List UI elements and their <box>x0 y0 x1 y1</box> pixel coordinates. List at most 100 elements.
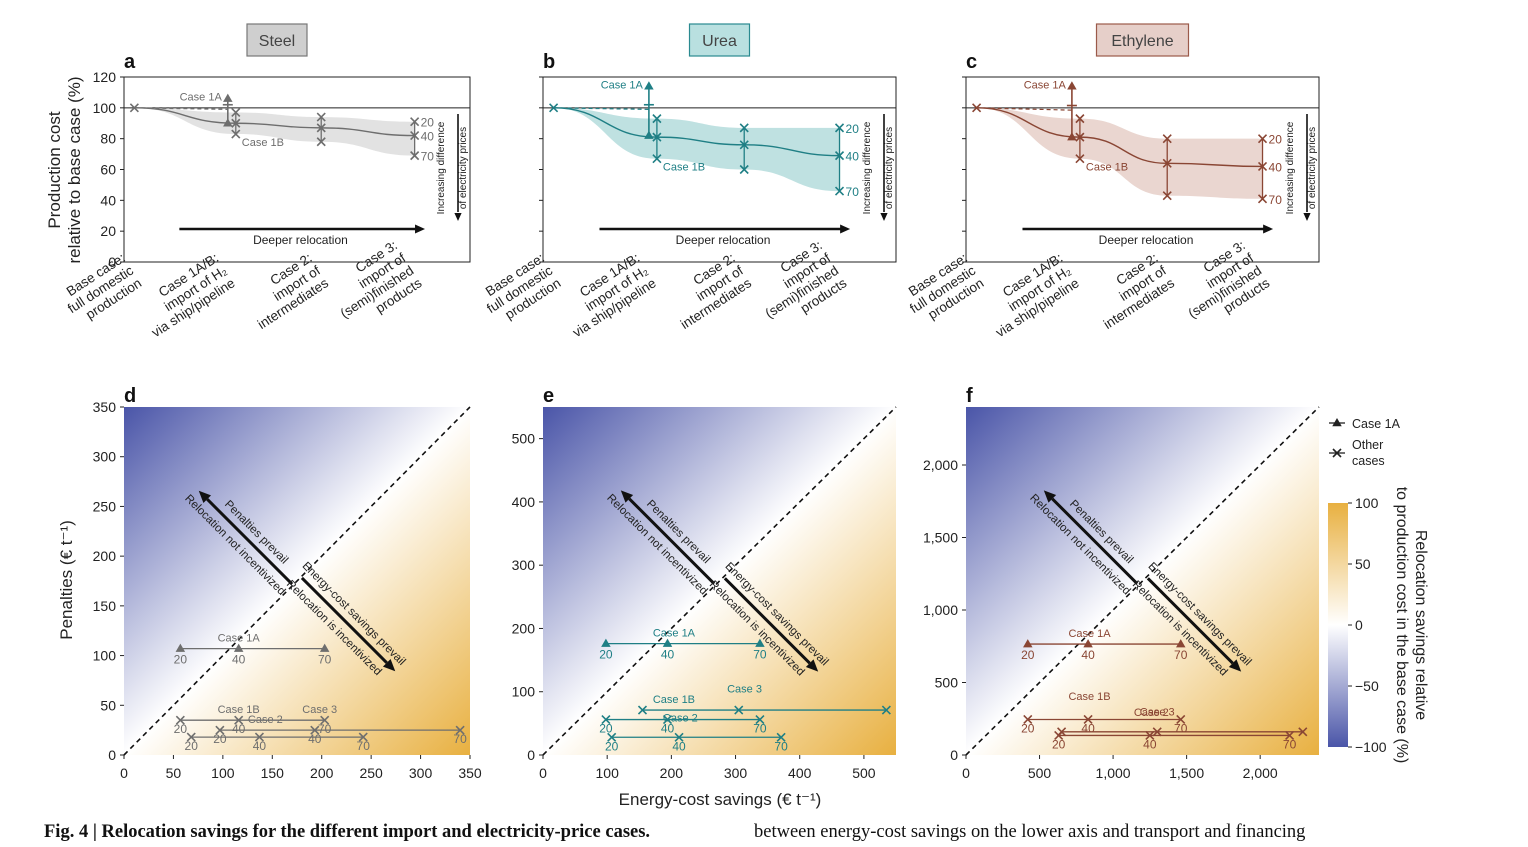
legend-other-marker-b <box>1332 448 1342 458</box>
series-point-d-1-1 <box>234 715 244 725</box>
electricity-label-line1-b: Increasing difference <box>862 121 873 214</box>
series-point-d-2-2-b <box>455 725 465 735</box>
series-point-f-1-0-b <box>1023 714 1033 725</box>
scatter-ytick-label-f-3: 1,500 <box>923 530 958 546</box>
series-point-e-2-2-b <box>881 705 891 715</box>
scatter-xtick-label-e-1: 100 <box>596 765 620 781</box>
scatter-ytick-label-e-5: 500 <box>512 431 536 447</box>
series-point-e-0-0 <box>601 638 611 647</box>
series-point-d-3-2-b <box>358 732 368 742</box>
series-point-e-3-0-b <box>607 732 617 742</box>
series-price-label-f-3-1: 40 <box>1143 737 1157 751</box>
series-price-label-e-3-1: 40 <box>672 739 686 753</box>
scatter-ytick-label-f-0: 0 <box>950 747 958 763</box>
marker-2-1-a-b <box>316 123 326 133</box>
marker-2-2-b <box>739 164 749 175</box>
dashed-1a-a <box>134 107 228 110</box>
marker-2-2-b-b <box>739 164 749 175</box>
series-point-f-3-1-b <box>1145 730 1155 740</box>
case1b-label-b: Case 1B <box>663 162 705 174</box>
scatter-xtick-label-d-6: 300 <box>409 765 433 781</box>
marker-1b-1-c <box>1075 132 1085 142</box>
scatter-xtick-label-d-4: 200 <box>310 765 334 781</box>
series-price-label-d-0-1: 40 <box>232 652 246 666</box>
marker-3-1-c <box>1257 161 1268 171</box>
marker-2-0-b-b <box>739 123 749 133</box>
series-price-label-e-0-0: 20 <box>599 647 613 661</box>
panel-c: Ethylene c Case 1A Case 1B 20 40 70 Deeper relo… <box>906 23 1320 340</box>
marker-2-1-b <box>739 140 749 150</box>
series-point-d-0-1 <box>233 643 244 652</box>
series-name-f-1: Case 1B <box>1068 691 1110 703</box>
series-name-d-0: Case 1A <box>218 633 261 645</box>
marker-1a-top-a <box>223 93 233 102</box>
marker-1a-bottom-a <box>223 118 233 127</box>
marker-3-0-c <box>1257 134 1268 144</box>
arrow-up-line-f <box>1051 497 1139 585</box>
series-name-f-3: Case 3 <box>1140 706 1175 718</box>
series-point-f-3-0-b <box>1054 730 1064 740</box>
colorbar-label-line2: to production cost in the base case (%) <box>1393 487 1410 764</box>
marker-3-1-b <box>834 151 845 161</box>
marker-1b-2-a <box>231 129 241 139</box>
electricity-label-line1-c: Increasing difference <box>1285 121 1296 214</box>
scatter-xtick-label-d-0: 0 <box>120 765 128 781</box>
marker-3-0-b-b <box>834 123 845 133</box>
arrow-up-head-d <box>198 490 212 504</box>
colorbar-label-line1: Relocation savings relative <box>1412 530 1429 720</box>
series-point-f-3-2 <box>1285 730 1295 740</box>
marker-1b-1-a-b <box>231 118 241 128</box>
series-point-e-0-1 <box>662 638 673 647</box>
central-line-c <box>976 107 1263 168</box>
ytick-label-40: 40 <box>100 192 116 208</box>
series-point-f-2-2 <box>1298 727 1308 737</box>
marker-1b-1-b-b <box>652 132 662 142</box>
series-point-f-1-0 <box>1023 714 1033 725</box>
case3-price-label-1-a: 40 <box>421 130 435 144</box>
marker-3-1-a <box>410 131 420 141</box>
case1b-label-c: Case 1B <box>1086 162 1128 174</box>
arrow-up-head-e <box>620 490 634 503</box>
colorbar-tick-label-4: −100 <box>1355 739 1387 755</box>
deeper-relocation-label-b: Deeper relocation <box>676 233 771 247</box>
series-price-label-d-3-1: 40 <box>253 739 267 753</box>
series-price-label-f-1-0: 20 <box>1021 721 1035 735</box>
marker-1b-2-b <box>652 154 662 164</box>
scatter-xtick-label-e-0: 0 <box>539 765 547 781</box>
series-point-e-3-2-b <box>776 732 786 742</box>
series-point-d-1-0-b <box>175 715 185 725</box>
ytick-label-120: 120 <box>93 69 117 85</box>
case3-price-label-2-b: 70 <box>846 185 860 199</box>
panel-letter-d: d <box>124 385 136 407</box>
bottom-ylabel-text: Penalties (€ t⁻¹) <box>57 520 76 640</box>
electricity-arrow-head-a <box>454 213 462 221</box>
electricity-arrow-head-b <box>880 213 888 221</box>
electricity-label-b: Increasing difference of electricity pric… <box>862 121 895 214</box>
series-point-d-3-0-b <box>186 732 196 742</box>
bottom-ylabel: Penalties (€ t⁻¹) <box>57 520 76 640</box>
colorbar-tick-label-1: 50 <box>1355 556 1371 572</box>
parity-line-d <box>123 406 471 756</box>
series-name-d-3: Case 3 <box>302 704 337 716</box>
marker-3-2-b-b <box>834 186 845 196</box>
series-name-e-1: Case 1B <box>653 694 695 706</box>
marker-3-2-c <box>1257 194 1268 204</box>
case3-price-label-1-c: 40 <box>1269 160 1283 174</box>
marker-2-2-a <box>316 137 326 147</box>
ytick-label-0: 0 <box>108 254 116 270</box>
series-point-d-1-2-b <box>320 715 330 725</box>
marker-1b-1-b <box>652 132 662 142</box>
series-point-f-2-1-b <box>1152 727 1162 737</box>
series-point-e-0-2 <box>755 638 765 647</box>
marker-2-0-c <box>1162 134 1172 144</box>
legend: Case 1A Other cases <box>1329 417 1401 468</box>
series-point-e-3-0 <box>607 732 617 742</box>
marker-1b-0-c-b <box>1075 114 1085 124</box>
series-name-e-0: Case 1A <box>653 628 696 640</box>
